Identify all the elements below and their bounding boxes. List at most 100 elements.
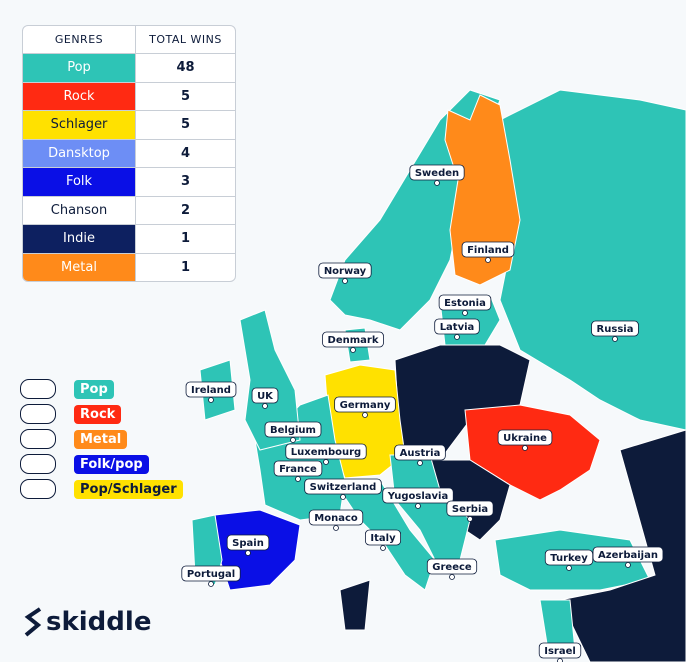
label-pill — [308, 509, 364, 526]
country-label: Denmark — [322, 331, 384, 353]
country-name: Monaco — [314, 513, 358, 524]
legend-label: Metal — [74, 429, 128, 449]
header-cell: TOTAL WINS — [149, 33, 222, 46]
label-pill — [273, 460, 323, 477]
country-name: Turkey — [550, 553, 588, 564]
table-row: Folk 3 — [23, 167, 235, 196]
legend-item: Folk/pop — [20, 453, 183, 475]
capital-dot — [295, 476, 301, 482]
capital-dot — [415, 503, 421, 509]
label-pill — [185, 381, 237, 398]
label-pill — [538, 642, 582, 659]
capital-dot — [434, 180, 440, 186]
legend-label: Pop — [74, 379, 114, 399]
legend-label: Folk/pop — [74, 454, 149, 474]
country-label: Austria — [394, 444, 446, 466]
legend-item: Rock — [20, 403, 183, 425]
genre-cell: Rock — [23, 82, 136, 110]
wins-cell: 5 — [180, 88, 191, 104]
country-label: Norway — [318, 262, 372, 284]
header-cell: GENRES — [23, 26, 136, 53]
country-label: Germany — [334, 396, 396, 418]
country-name: Austria — [400, 448, 441, 459]
capital-dot — [333, 525, 339, 531]
label-pill — [497, 429, 553, 446]
country-label: Serbia — [446, 500, 494, 522]
capital-dot — [566, 565, 572, 571]
country-label: Italy — [364, 529, 402, 551]
capital-dot — [208, 397, 214, 403]
country-name: Denmark — [328, 335, 379, 346]
capital-dot — [625, 562, 631, 568]
label-pill — [304, 478, 382, 495]
capital-dot — [362, 412, 368, 418]
label-pill — [181, 565, 241, 582]
capital-dot — [417, 460, 423, 466]
country-label: Finland — [461, 241, 515, 263]
country-name: UK — [257, 391, 274, 402]
country-name: Portugal — [187, 569, 235, 580]
genre-table: GENRES TOTAL WINS Pop 48 Rock 5 Schlager 5 Dan… — [22, 25, 236, 282]
country-name: Serbia — [452, 504, 488, 515]
capital-dot — [323, 459, 329, 465]
label-pill — [285, 443, 367, 460]
table-row: Indie 1 — [23, 224, 235, 253]
country-name: Israel — [544, 646, 576, 657]
genre-cell: Chanson — [23, 196, 136, 224]
country-label: Estonia — [438, 294, 492, 316]
country-name: Estonia — [444, 298, 486, 309]
capital-dot — [380, 545, 386, 551]
capital-dot — [462, 310, 468, 316]
table-header: GENRES TOTAL WINS — [23, 26, 235, 54]
capital-dot — [522, 445, 528, 451]
legend-icon — [20, 379, 56, 399]
genre-cell: Metal — [23, 253, 136, 281]
country-name: Greece — [432, 562, 472, 573]
country-label: France — [273, 460, 323, 482]
country-label: Portugal — [181, 565, 241, 587]
country-name: Italy — [370, 533, 396, 544]
legend-item: Pop — [20, 378, 183, 400]
legend-icon — [20, 479, 56, 499]
country-label: Monaco — [308, 509, 364, 531]
label-pill — [461, 241, 515, 258]
country-label: Yugoslavia — [382, 487, 454, 509]
table-row: Schlager 5 — [23, 110, 235, 139]
country-name: Spain — [232, 538, 264, 549]
country-label: Russia — [591, 320, 639, 342]
country-label: Greece — [426, 558, 478, 580]
country-name: Germany — [340, 400, 391, 411]
capital-dot — [350, 347, 356, 353]
country-label: Switzerland — [304, 478, 382, 500]
legend-label: Pop/Schlager — [74, 479, 183, 499]
table-row: Dansktop 4 — [23, 138, 235, 167]
label-pill — [226, 534, 270, 551]
country-name: Norway — [324, 266, 367, 277]
country-label: Luxembourg — [285, 443, 367, 465]
label-pill — [446, 500, 494, 517]
label-pill — [434, 318, 480, 335]
capital-dot — [208, 581, 214, 587]
country-name: Belgium — [270, 425, 316, 436]
table-row: Rock 5 — [23, 81, 235, 110]
country-name: Azerbaijan — [598, 550, 658, 561]
legend-label: Rock — [74, 404, 122, 424]
country-label: Belgium — [264, 421, 322, 443]
country-name: Ireland — [191, 385, 231, 396]
wins-cell: 48 — [176, 60, 195, 76]
country-name: Finland — [467, 245, 509, 256]
capital-dot — [340, 494, 346, 500]
logo-mark — [24, 607, 42, 637]
label-pill — [409, 164, 465, 181]
label-pill — [394, 444, 446, 461]
country-label: Azerbaijan — [592, 546, 664, 568]
country-name: Luxembourg — [291, 447, 361, 458]
label-pill — [334, 396, 396, 413]
label-pill — [592, 546, 664, 563]
genre-cell: Pop — [23, 54, 136, 82]
country-name: France — [279, 464, 317, 475]
country-name: Switzerland — [310, 482, 377, 493]
table-row: Metal 1 — [23, 252, 235, 281]
